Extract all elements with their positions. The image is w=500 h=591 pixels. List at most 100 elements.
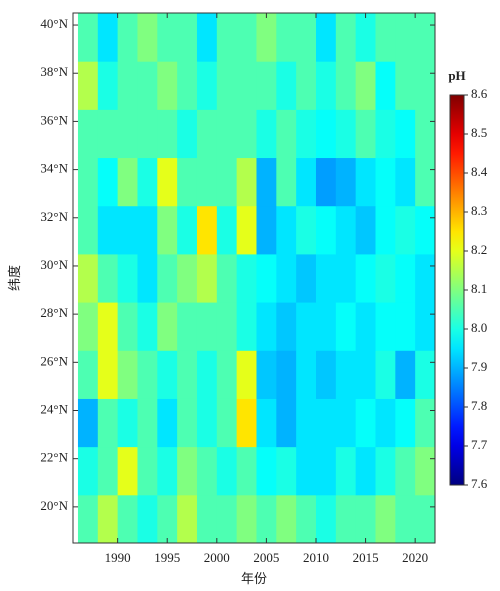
heatmap-cell: [97, 157, 119, 207]
colorbar: [449, 94, 465, 486]
heatmap-cell: [117, 205, 138, 255]
heatmap-cell: [375, 398, 396, 448]
heatmap-cell: [77, 109, 99, 159]
heatmap-cell: [97, 446, 119, 496]
heatmap-cell: [256, 13, 277, 62]
x-tick-label: 2010: [303, 550, 329, 565]
heatmap-cell: [375, 494, 396, 543]
heatmap-cell: [256, 398, 277, 448]
colorbar-tick-label: 8.3: [471, 203, 487, 218]
heatmap-cell: [236, 157, 257, 207]
heatmap-cell: [137, 13, 158, 62]
heatmap-cell: [395, 61, 416, 110]
heatmap-cell: [117, 398, 138, 448]
colorbar-tick-label: 8.6: [471, 86, 488, 101]
heatmap-cell: [177, 109, 198, 159]
heatmap-cell: [117, 61, 138, 110]
heatmap-cell: [256, 253, 277, 303]
heatmap-cell: [395, 253, 416, 303]
heatmap-cell: [216, 157, 238, 207]
x-tick-label: 2020: [402, 550, 428, 565]
y-axis-label: 纬度: [7, 265, 22, 291]
heatmap-cell: [196, 109, 218, 159]
heatmap-cell: [355, 446, 376, 496]
heatmap-cell: [77, 494, 99, 543]
heatmap-cell: [137, 446, 158, 496]
x-tick-label: 2005: [253, 550, 279, 565]
heatmap-cell: [315, 157, 337, 207]
heatmap-cell: [77, 446, 99, 496]
heatmap-cell: [395, 205, 416, 255]
x-axis-label: 年份: [241, 571, 267, 586]
heatmap-cell: [355, 205, 376, 255]
heatmap-cell: [157, 61, 178, 110]
heatmap-cell: [395, 446, 416, 496]
heatmap-cell: [177, 61, 198, 110]
heatmap-cell: [296, 446, 317, 496]
heatmap-cell: [216, 446, 238, 496]
heatmap-cell: [395, 494, 416, 543]
heatmap-cell: [117, 13, 138, 62]
heatmap-cell: [177, 494, 198, 543]
heatmap-cell: [315, 253, 337, 303]
colorbar-tick-label: 8.1: [471, 281, 487, 296]
heatmap-cell: [276, 446, 297, 496]
heatmap-cell: [196, 494, 218, 543]
heatmap-cell: [296, 205, 317, 255]
heatmap-cell: [335, 494, 357, 543]
heatmap-cell: [335, 13, 357, 62]
heatmap-cell: [216, 13, 238, 62]
x-tick-label: 2015: [353, 550, 379, 565]
heatmap-cell: [375, 13, 396, 62]
heatmap-cell: [236, 350, 257, 399]
heatmap-cell: [276, 350, 297, 399]
heatmap-cell: [276, 61, 297, 110]
heatmap-cell: [236, 13, 257, 62]
heatmap-cell: [196, 253, 218, 303]
heatmap-cell: [395, 350, 416, 399]
heatmap-cell: [296, 13, 317, 62]
heatmap-cell: [315, 109, 337, 159]
colorbar-tick-label: 7.9: [471, 359, 487, 374]
colorbar-tick-label: 8.4: [471, 164, 488, 179]
heatmap-cell: [335, 157, 357, 207]
heatmap-cell: [296, 157, 317, 207]
heatmap-cell: [335, 446, 357, 496]
heatmap-cell: [196, 446, 218, 496]
heatmap-cell: [375, 157, 396, 207]
heatmap-cell: [157, 109, 178, 159]
heatmap-cell: [137, 205, 158, 255]
colorbar-tick-label: 7.7: [471, 437, 488, 452]
heatmap-cell: [236, 205, 257, 255]
heatmap-cell: [196, 13, 218, 62]
heatmap-cell: [276, 157, 297, 207]
heatmap-cell: [117, 109, 138, 159]
heatmap-cell: [157, 446, 178, 496]
heatmap-cell: [77, 61, 99, 110]
heatmap-cell: [296, 494, 317, 543]
heatmap-cell: [97, 494, 119, 543]
y-tick-label: 36°N: [40, 112, 68, 127]
heatmap-cell: [355, 398, 376, 448]
heatmap-cell: [395, 13, 416, 62]
heatmap-cell: [196, 157, 218, 207]
x-tick-label: 1995: [154, 550, 180, 565]
colorbar-tick-label: 8.5: [471, 125, 487, 140]
heatmap-cell: [97, 109, 119, 159]
heatmap-cell: [355, 157, 376, 207]
heatmap-cell: [415, 494, 435, 543]
heatmap-cell: [177, 13, 198, 62]
heatmap-cell: [375, 205, 396, 255]
heatmap-cell: [296, 109, 317, 159]
heatmap-cell: [415, 61, 435, 110]
heatmap-cell: [355, 253, 376, 303]
heatmap-cell: [117, 494, 138, 543]
x-tick-label: 2000: [204, 550, 230, 565]
heatmap-cell: [315, 446, 337, 496]
heatmap-cell: [335, 302, 357, 351]
heatmap-cell: [216, 205, 238, 255]
heatmap-cell: [97, 302, 119, 351]
heatmap-cell: [157, 350, 178, 399]
heatmap-cell: [157, 157, 178, 207]
heatmap-cell: [117, 302, 138, 351]
